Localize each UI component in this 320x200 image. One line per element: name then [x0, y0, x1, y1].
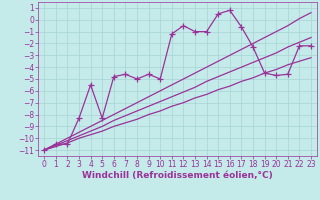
X-axis label: Windchill (Refroidissement éolien,°C): Windchill (Refroidissement éolien,°C) — [82, 171, 273, 180]
